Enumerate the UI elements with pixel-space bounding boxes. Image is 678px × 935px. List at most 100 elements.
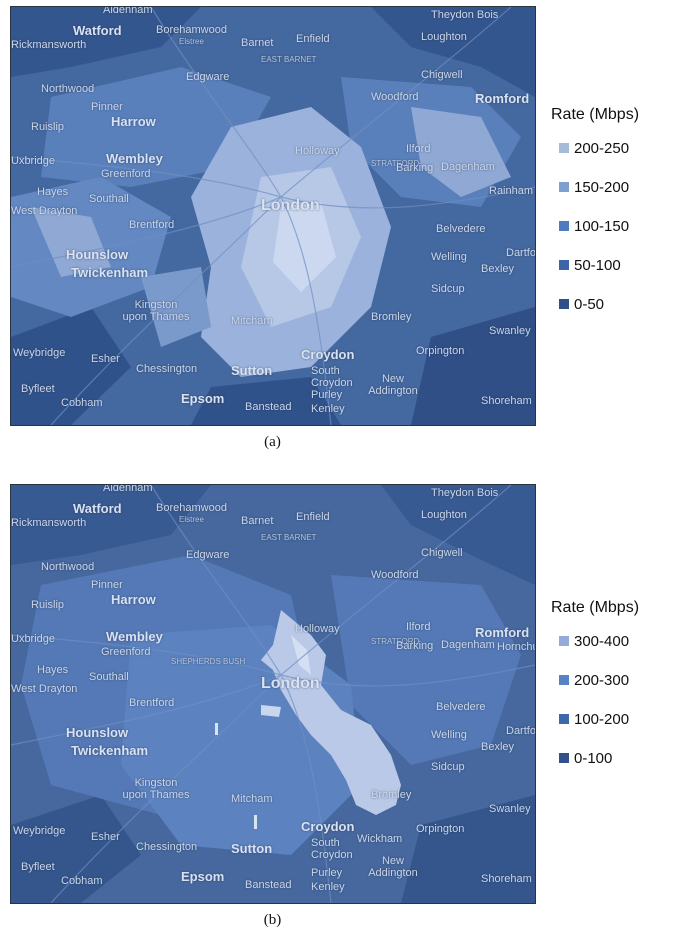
legend-title: Rate (Mbps) [551, 599, 640, 616]
caption-a: (a) [264, 434, 281, 450]
place-label: Pinner [91, 101, 123, 113]
place-label: Cobham [61, 397, 103, 409]
legend-swatch [559, 260, 569, 270]
place-label: Rickmansworth [11, 39, 87, 51]
legend-a: Rate (Mbps) 200-250 150-200 100-150 50-1… [551, 106, 639, 333]
place-label: Edgware [186, 71, 230, 83]
place-label: Wembley [106, 629, 163, 644]
place-label: Barking [396, 162, 434, 174]
legend-label: 0-100 [574, 749, 613, 767]
place-label: STRATFORD [371, 637, 420, 646]
legend-item: 50-100 [559, 255, 639, 275]
place-label: Purley [311, 389, 343, 401]
place-label: Brentford [129, 219, 175, 231]
place-label: Enfield [296, 33, 330, 45]
place-label: Rickmansworth [11, 517, 87, 529]
place-label: Wickham [357, 833, 403, 845]
place-label: Bexley [481, 741, 515, 753]
place-label: Swanley [489, 325, 531, 337]
place-label: Rainham [489, 185, 534, 197]
place-label: Kenley [311, 881, 345, 893]
place-label: Edgware [186, 549, 230, 561]
place-label: STRATFORD [371, 159, 420, 168]
place-label: Woodford [371, 569, 419, 581]
coverage-map-a[interactable]: Aldenham Watford Borehamwood Elstree Bar… [10, 6, 536, 426]
place-label: Shoreham [481, 873, 532, 885]
place-label: Barnet [241, 37, 274, 49]
place-label: South Croydon [311, 837, 353, 861]
place-label: Bexley [481, 263, 515, 275]
place-label: EAST BARNET [261, 533, 317, 542]
place-label: Hounslow [66, 725, 129, 740]
place-label: Banstead [245, 879, 292, 891]
legend-swatch [559, 299, 569, 309]
place-label: London [261, 197, 320, 214]
legend-swatch [559, 636, 569, 646]
place-label: Belvedere [436, 701, 486, 713]
legend-item: 100-150 [559, 216, 639, 236]
heatmap-layer-b [11, 485, 535, 903]
legend-label: 100-200 [574, 710, 630, 728]
legend-item: 200-300 [559, 670, 639, 690]
place-label: SHEPHERDS BUSH [171, 657, 246, 666]
place-label: Southall [89, 193, 129, 205]
place-label: South Croydon [311, 365, 353, 389]
coverage-map-b[interactable]: Aldenham Watford Borehamwood Elstree Bar… [10, 484, 536, 904]
place-label: EAST BARNET [261, 55, 317, 64]
place-label: Loughton [421, 31, 467, 43]
legend-label: 0-50 [574, 295, 605, 313]
place-label: Elstree [179, 515, 204, 524]
place-label: Aldenham [103, 484, 153, 494]
legend-b: Rate (Mbps) 300-400 200-300 100-200 0-10… [551, 599, 639, 787]
place-label: New Addington [368, 855, 418, 879]
place-label: Sutton [231, 363, 273, 378]
place-label: Sutton [231, 841, 273, 856]
place-label: Esher [91, 831, 120, 843]
place-label: Borehamwood [156, 502, 227, 514]
place-label: Bromley [371, 789, 412, 801]
place-label: Weybridge [13, 347, 66, 359]
legend-item: 150-200 [559, 177, 639, 197]
legend-swatch [559, 221, 569, 231]
place-label: Weybridge [13, 825, 66, 837]
place-label: Croydon [301, 819, 355, 834]
place-label: Ruislip [31, 121, 65, 133]
place-label: Holloway [295, 623, 340, 635]
place-label: Mitcham [231, 315, 273, 327]
place-label: Chigwell [421, 69, 463, 81]
place-label: Epsom [181, 869, 225, 884]
place-label: Sidcup [431, 283, 465, 295]
place-label: Orpington [416, 345, 465, 357]
place-label: Welling [431, 251, 467, 263]
place-label: Orpington [416, 823, 465, 835]
legend-item: 0-100 [559, 748, 639, 768]
place-label: Dartford [506, 247, 536, 259]
place-label: Theydon Bois [431, 487, 499, 499]
place-label: Elstree [179, 37, 204, 46]
legend-label: 100-150 [574, 217, 630, 235]
place-label: Watford [73, 23, 122, 38]
place-label: Sidcup [431, 761, 465, 773]
place-label: Banstead [245, 401, 292, 413]
place-label: Wembley [106, 151, 163, 166]
place-label: Hayes [37, 186, 69, 198]
place-label: Dagenham [441, 639, 495, 651]
place-label: Watford [73, 501, 122, 516]
place-label: Twickenham [71, 265, 149, 280]
legend-item: 300-400 [559, 631, 639, 651]
legend-item: 200-250 [559, 138, 639, 158]
place-label: West Drayton [11, 683, 78, 695]
legend-swatch [559, 714, 569, 724]
place-label: Northwood [41, 561, 95, 573]
place-label: Kingston upon Thames [122, 299, 190, 323]
legend-item: 100-200 [559, 709, 639, 729]
place-label: Dagenham [441, 161, 495, 173]
legend-swatch [559, 143, 569, 153]
place-label: Harrow [111, 592, 156, 607]
place-label: Northwood [41, 83, 95, 95]
place-label: Theydon Bois [431, 9, 499, 21]
place-label: Mitcham [231, 793, 273, 805]
place-label: Epsom [181, 391, 225, 406]
place-label: Hounslow [66, 247, 129, 262]
place-label: Cobham [61, 875, 103, 887]
